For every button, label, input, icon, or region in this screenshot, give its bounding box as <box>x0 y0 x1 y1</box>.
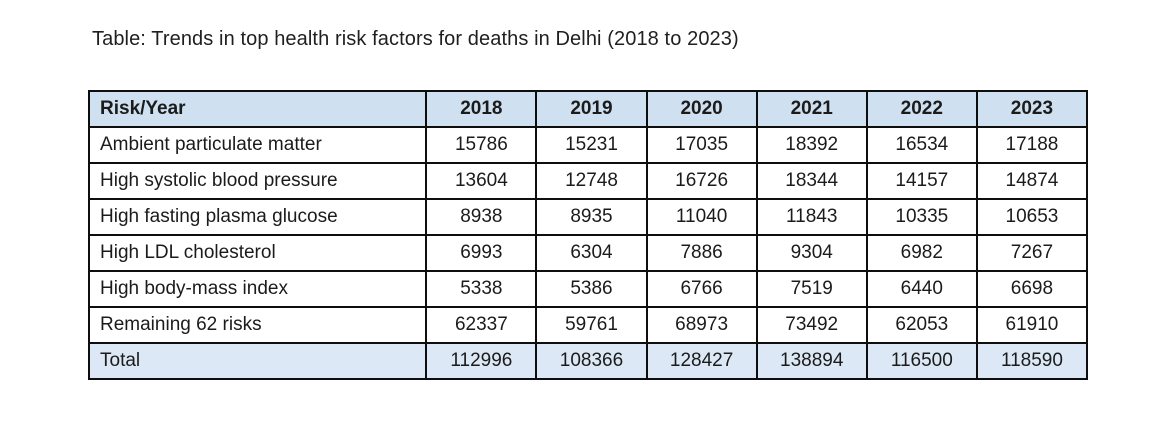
total-cell-value: 138894 <box>755 342 868 380</box>
cell-value: 9304 <box>755 234 868 272</box>
column-header-risk-year: Risk/Year <box>87 90 428 128</box>
row-label: Remaining 62 risks <box>87 306 428 344</box>
table-header-row: Risk/Year 2018 2019 2020 2021 2022 2023 <box>87 90 1089 128</box>
cell-value: 12748 <box>535 162 648 200</box>
cell-value: 6304 <box>535 234 648 272</box>
column-header-2019: 2019 <box>535 90 648 128</box>
column-header-2018: 2018 <box>425 90 538 128</box>
table-row-remaining-62-risks: Remaining 62 risks 62337 59761 68973 734… <box>87 306 1089 344</box>
cell-value: 15231 <box>535 126 648 164</box>
cell-value: 62337 <box>425 306 538 344</box>
cell-value: 7886 <box>645 234 758 272</box>
total-cell-value: 128427 <box>645 342 758 380</box>
cell-value: 6766 <box>645 270 758 308</box>
column-header-2021: 2021 <box>755 90 868 128</box>
table-title: Table: Trends in top health risk factors… <box>92 28 739 50</box>
cell-value: 62053 <box>865 306 978 344</box>
table-row-high-fasting-plasma-glucose: High fasting plasma glucose 8938 8935 11… <box>87 198 1089 236</box>
cell-value: 17188 <box>975 126 1089 164</box>
cell-value: 16726 <box>645 162 758 200</box>
row-label: High fasting plasma glucose <box>87 198 428 236</box>
cell-value: 16534 <box>865 126 978 164</box>
cell-value: 61910 <box>975 306 1089 344</box>
cell-value: 17035 <box>645 126 758 164</box>
cell-value: 5386 <box>535 270 648 308</box>
cell-value: 14874 <box>975 162 1089 200</box>
table-row-high-body-mass-index: High body-mass index 5338 5386 6766 7519… <box>87 270 1089 308</box>
cell-value: 8935 <box>535 198 648 236</box>
table-row-ambient-particulate-matter: Ambient particulate matter 15786 15231 1… <box>87 126 1089 164</box>
cell-value: 8938 <box>425 198 538 236</box>
cell-value: 68973 <box>645 306 758 344</box>
total-row-label: Total <box>87 342 428 380</box>
cell-value: 18392 <box>755 126 868 164</box>
table-row-high-systolic-blood-pressure: High systolic blood pressure 13604 12748… <box>87 162 1089 200</box>
row-label: High LDL cholesterol <box>87 234 428 272</box>
column-header-2023: 2023 <box>975 90 1089 128</box>
cell-value: 10335 <box>865 198 978 236</box>
cell-value: 6993 <box>425 234 538 272</box>
cell-value: 14157 <box>865 162 978 200</box>
cell-value: 7519 <box>755 270 868 308</box>
table-total-row: Total 112996 108366 128427 138894 116500… <box>87 342 1089 380</box>
table-row-high-ldl-cholesterol: High LDL cholesterol 6993 6304 7886 9304… <box>87 234 1089 272</box>
cell-value: 11843 <box>755 198 868 236</box>
total-cell-value: 116500 <box>865 342 978 380</box>
column-header-2020: 2020 <box>645 90 758 128</box>
cell-value: 59761 <box>535 306 648 344</box>
row-label: Ambient particulate matter <box>87 126 428 164</box>
total-cell-value: 112996 <box>425 342 538 380</box>
row-label: High body-mass index <box>87 270 428 308</box>
cell-value: 10653 <box>975 198 1089 236</box>
cell-value: 73492 <box>755 306 868 344</box>
total-cell-value: 108366 <box>535 342 648 380</box>
cell-value: 7267 <box>975 234 1089 272</box>
health-risk-table: Risk/Year 2018 2019 2020 2021 2022 2023 … <box>87 90 1089 380</box>
cell-value: 6440 <box>865 270 978 308</box>
total-cell-value: 118590 <box>975 342 1089 380</box>
cell-value: 6698 <box>975 270 1089 308</box>
cell-value: 6982 <box>865 234 978 272</box>
row-label: High systolic blood pressure <box>87 162 428 200</box>
cell-value: 5338 <box>425 270 538 308</box>
cell-value: 13604 <box>425 162 538 200</box>
cell-value: 15786 <box>425 126 538 164</box>
cell-value: 11040 <box>645 198 758 236</box>
cell-value: 18344 <box>755 162 868 200</box>
column-header-2022: 2022 <box>865 90 978 128</box>
